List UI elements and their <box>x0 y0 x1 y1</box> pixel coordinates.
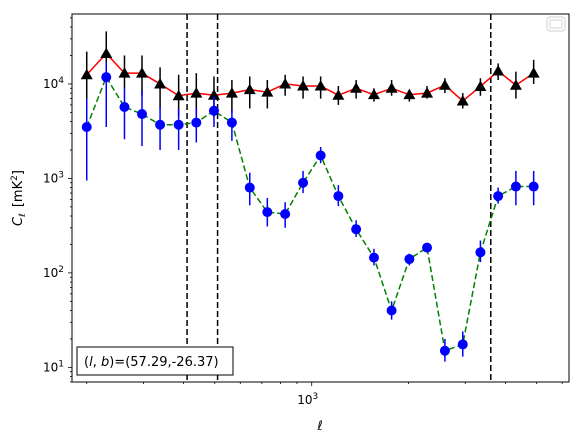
series-1-circle-point <box>404 254 415 265</box>
series-1-circle-point <box>137 109 148 120</box>
series-1-circle-point <box>475 247 486 258</box>
series-0-triangle-point <box>385 82 398 93</box>
series-1-circle-point <box>208 105 219 116</box>
series-1-circle-point <box>101 72 112 83</box>
series-0-triangle-point <box>456 94 469 106</box>
y-tick-label: 104 <box>43 76 64 91</box>
y-tick-label: 103 <box>43 170 64 185</box>
y-tick-label: 102 <box>43 265 64 280</box>
series-1-circle-point <box>226 117 237 128</box>
series-0-triangle-point <box>474 80 487 91</box>
series-0-triangle-point <box>332 89 345 100</box>
series-1-circle-point <box>315 150 326 161</box>
series-0-triangle-point <box>261 86 274 97</box>
series-0-triangle-point <box>136 67 149 78</box>
series-0-triangle-point <box>367 88 380 100</box>
series-1-circle-point <box>493 191 504 202</box>
annotation-text: (l, b)=(57.29,-26.37) <box>84 355 219 370</box>
series-1-circle-point <box>191 117 202 128</box>
series-0-triangle-point <box>207 89 220 100</box>
legend-entry-placeholder <box>549 19 563 29</box>
series-1-circle-point <box>262 207 273 218</box>
series-0-triangle-point <box>509 79 522 90</box>
series-1-circle-point <box>439 345 450 356</box>
series-0-triangle-point <box>243 83 256 95</box>
series-0-triangle-point <box>421 87 434 98</box>
legend-box[interactable] <box>546 16 566 32</box>
series-0-triangle-point <box>314 80 327 91</box>
location-annotation: (l, b)=(57.29,-26.37) <box>76 346 234 376</box>
x-tick-label: 103 <box>297 392 318 407</box>
series-0-triangle-point <box>80 68 93 80</box>
series-1-circle-point <box>173 119 184 130</box>
series-1-circle-point <box>81 122 92 133</box>
series-0-triangle-point <box>154 77 167 89</box>
y-tick-label: 101 <box>43 359 64 374</box>
series-1-circle-point <box>510 181 521 192</box>
series-0-triangle-point <box>297 80 310 91</box>
series-0-triangle-point <box>172 89 185 101</box>
series-0-triangle-point <box>350 82 363 93</box>
series-0-triangle-point <box>225 87 238 98</box>
series-1-circle-point <box>422 242 433 253</box>
series-1-circle-point <box>386 305 397 316</box>
series-1-circle-point <box>119 102 130 113</box>
series-0-triangle-point <box>118 67 131 78</box>
series-0-triangle-point <box>190 87 203 98</box>
x-axis-label: ℓ <box>316 419 322 434</box>
series-1-circle-point <box>280 209 291 220</box>
series-1-circle-point <box>368 252 379 263</box>
series-1-circle-point <box>298 177 309 188</box>
y-axis-label: Cℓ[mK2] <box>10 170 28 226</box>
series-0-triangle-point <box>279 77 292 89</box>
series-0-triangle-point <box>403 88 416 100</box>
series-0-triangle-point <box>438 79 451 90</box>
series-1-circle-point <box>155 119 166 130</box>
series-0-triangle-point <box>492 65 505 76</box>
series-1-circle-point <box>528 181 539 192</box>
series-0-triangle-point <box>100 47 113 59</box>
series-0-triangle-point <box>527 67 540 78</box>
plot-frame <box>71 13 570 383</box>
annotation-box <box>76 346 234 376</box>
series-1-circle-point <box>351 224 362 235</box>
series-1-circle-point <box>244 182 255 193</box>
series-1-circle-point <box>457 339 468 350</box>
series-1-circle-point <box>333 191 344 202</box>
